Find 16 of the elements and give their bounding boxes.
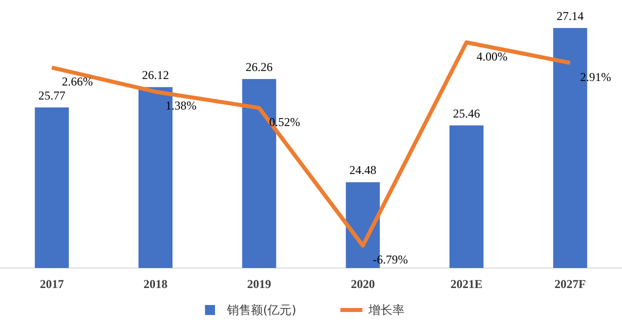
data-label: 26.26	[246, 60, 273, 74]
data-label: 2.66%	[62, 74, 93, 89]
data-label: 27.14	[556, 9, 584, 23]
data-label: 25.77	[38, 88, 66, 102]
data-label: 26.12	[142, 68, 169, 82]
x-tick-label: 2017	[40, 277, 64, 291]
legend-label: 销售额(亿元)	[226, 303, 296, 317]
legend-label: 增长率	[367, 303, 404, 317]
x-tick-label: 2021E	[450, 277, 483, 291]
x-tick-label: 2019	[247, 277, 272, 291]
data-label: 24.48	[349, 163, 376, 178]
data-label: 25.46	[453, 106, 480, 120]
x-tick-label: 2027F	[554, 277, 586, 291]
data-label: 4.00%	[476, 49, 508, 64]
x-tick-label: 2018	[144, 277, 168, 291]
x-tick-label: 2020	[350, 277, 375, 291]
